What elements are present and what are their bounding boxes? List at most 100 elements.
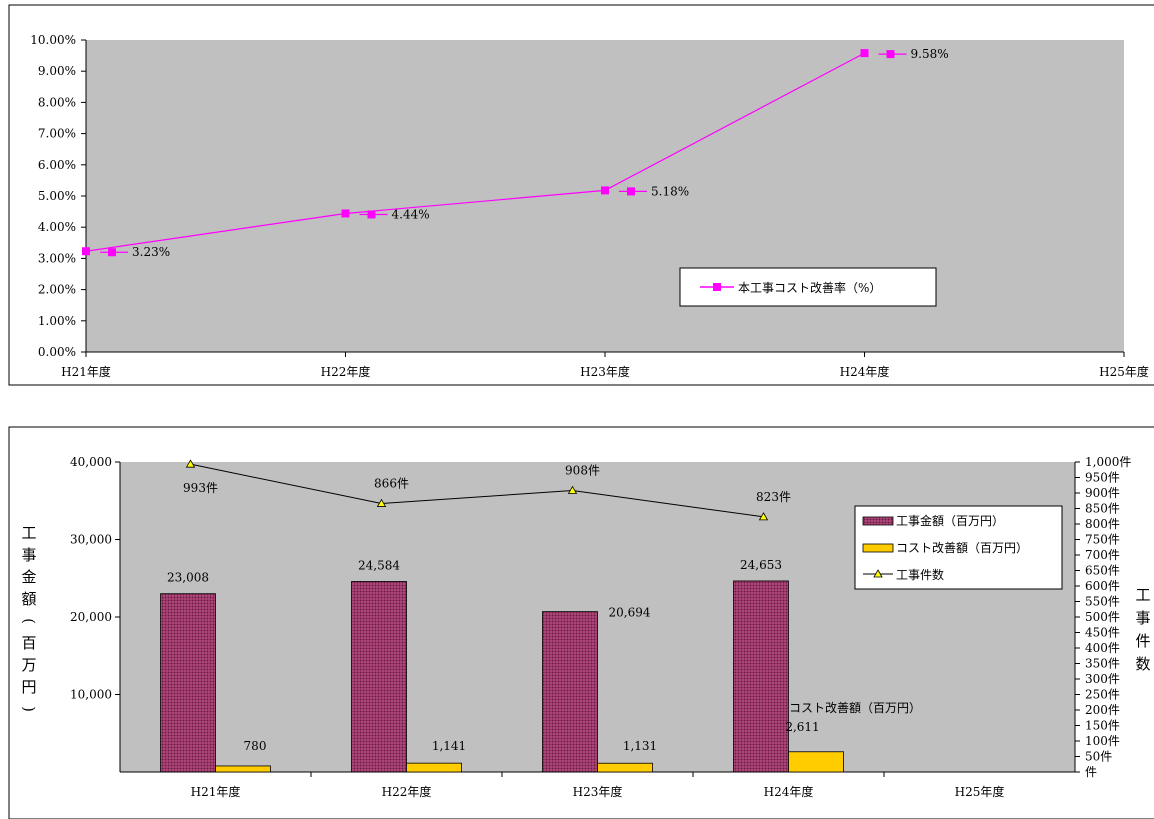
chart-2-bar-construction xyxy=(542,611,598,773)
chart-1-label-marker xyxy=(367,210,376,219)
chart-2-right-tick-label: 700件 xyxy=(1085,548,1120,562)
chart-2-left-tick-label: 10,000 xyxy=(70,688,112,702)
chart-1-y-tick-label: 10.00% xyxy=(30,33,76,47)
chart-2-right-tick-label: 300件 xyxy=(1085,672,1120,686)
chart-1-data-label: 3.23% xyxy=(132,245,170,259)
chart-2-y-title-char: 万 xyxy=(21,656,36,674)
chart-2-y-axis-title-right: 工事件数 xyxy=(1135,586,1150,673)
chart-2-legend-label-count: 工事件数 xyxy=(896,567,944,582)
chart-1-x-tick-label: H25年度 xyxy=(1099,364,1149,379)
chart-2-y-title-right-char: 数 xyxy=(1135,655,1150,673)
chart-2-count-label: 993件 xyxy=(183,481,218,495)
chart-2-bar-improvement xyxy=(597,762,653,773)
chart-1-label-marker xyxy=(627,187,635,196)
chart-2-right-tick-label: 550件 xyxy=(1085,595,1120,609)
chart-1-label-marker xyxy=(886,50,895,59)
chart-1-legend-marker xyxy=(713,283,721,291)
chart-2-right-tick-label: 950件 xyxy=(1085,471,1120,485)
chart-1-plot-area xyxy=(86,40,1124,352)
chart-2-y-title-char: 円 xyxy=(21,678,36,696)
chart-1-y-tick-label: 6.00% xyxy=(38,158,76,172)
chart-2-right-tick-label: 800件 xyxy=(1085,517,1120,531)
chart-2-y-title-char: ) xyxy=(20,706,38,712)
chart-2-y-title-char: 金 xyxy=(21,568,36,586)
chart-2-x-ticks: H21年度 H22年度 H23年度 H24年度 H25年度 xyxy=(191,772,1005,799)
chart-2-y-axis-title: 工事金額 (百万円) xyxy=(20,524,38,712)
chart-1-y-tick-label: 7.00% xyxy=(38,127,76,141)
chart-2-x-tick-label: H24年度 xyxy=(764,784,814,799)
chart-1-legend: 本工事コスト改善率（%） xyxy=(679,267,937,307)
chart-2-annotation: コスト改善額（百万円） xyxy=(789,700,921,715)
chart-1-x-tick-label: H23年度 xyxy=(580,364,630,379)
chart-1-x-tick-label: H21年度 xyxy=(61,364,111,379)
chart-2-right-tick-label: 600件 xyxy=(1085,579,1120,593)
chart-2-count-label: 866件 xyxy=(374,477,409,491)
chart-1-point xyxy=(601,186,609,195)
chart-2-count-point xyxy=(567,485,578,494)
chart-2-y-title-right-char: 件 xyxy=(1135,632,1150,650)
chart-1-y-tick-label: 9.00% xyxy=(38,64,76,78)
chart-1-x-tick-label: H24年度 xyxy=(840,364,890,379)
chart-2-right-tick-label: 100件 xyxy=(1085,734,1120,748)
chart-2-right-tick-label: 件 xyxy=(1085,765,1097,779)
chart-2-left-ticks: 10,000 20,000 30,000 40,000 xyxy=(70,455,120,702)
chart-2-bar-improvement-label: 780 xyxy=(244,739,267,753)
chart-2-bar-improvement xyxy=(215,765,271,773)
chart-1-y-ticks: 0.00% 1.00% 2.00% 3.00% 4.00% 5.00% 6.00% 7.00%… xyxy=(30,33,86,359)
chart-2-x-tick-label: H23年度 xyxy=(573,784,623,799)
chart-2-y-title-char: 額 xyxy=(21,590,36,608)
chart-2-right-tick-label: 650件 xyxy=(1085,564,1120,578)
chart-2-x-tick-label: H25年度 xyxy=(955,784,1005,799)
chart-1-point xyxy=(860,49,869,58)
chart-1-y-tick-label: 5.00% xyxy=(38,189,76,203)
chart-2-right-tick-label: 450件 xyxy=(1085,626,1120,640)
chart-2-count-polyline xyxy=(190,463,764,518)
chart-2-y-title-right-char: 工 xyxy=(1135,586,1150,604)
chart-2-x-tick-label: H21年度 xyxy=(191,784,241,799)
chart-1-label-marker xyxy=(108,248,116,257)
chart-2-bar-construction xyxy=(733,580,789,773)
chart-2-y-title-char: 事 xyxy=(21,546,36,564)
chart-2-right-tick-label: 350件 xyxy=(1085,657,1120,671)
chart-1-point xyxy=(341,209,350,218)
chart-1-y-tick-label: 2.00% xyxy=(38,283,76,297)
chart-2-bar-construction-label: 24,584 xyxy=(358,558,400,572)
chart-2-bar-construction xyxy=(351,581,407,773)
chart-2-count-label: 823件 xyxy=(756,490,791,504)
chart-2-bar-improvement-label: 2,611 xyxy=(785,720,819,734)
chart-2-left-tick-label: 30,000 xyxy=(70,533,112,547)
chart-2-right-tick-label: 400件 xyxy=(1085,641,1120,655)
chart-1-series: 3.23% 4.44% 5.18% 9.58% xyxy=(82,47,949,259)
chart-2-bars: 23,008 24,584 20,694 24,653 780 1,141 1,131 2,6… xyxy=(160,558,844,773)
chart-2-bar-improvement xyxy=(406,762,462,773)
chart-1-point xyxy=(82,247,90,256)
chart-2-bar-construction xyxy=(160,593,216,773)
chart-2-bar-improvement-label: 1,131 xyxy=(623,739,657,753)
chart-2-legend-swatch-construction xyxy=(862,516,894,526)
chart-2-bar-construction-label: 24,653 xyxy=(740,558,782,572)
chart-1-legend-label: 本工事コスト改善率（%） xyxy=(738,280,881,295)
chart-2-legend-swatch-improvement xyxy=(862,543,894,553)
chart-1: 0.00% 1.00% 2.00% 3.00% 4.00% 5.00% 6.00% 7.00%… xyxy=(8,4,1154,386)
chart-2-count-label: 908件 xyxy=(565,464,600,478)
chart-2-right-tick-label: 750件 xyxy=(1085,533,1120,547)
chart-2-y-title-char: ( xyxy=(20,618,38,624)
chart-2-legend-label-improvement: コスト改善額（百万円） xyxy=(896,540,1028,555)
chart-2-right-tick-label: 150件 xyxy=(1085,719,1120,733)
chart-1-data-label: 5.18% xyxy=(651,184,689,198)
chart-2-count-line: 993件 866件 908件 823件 xyxy=(183,459,791,521)
chart-2-legend-label-construction: 工事金額（百万円） xyxy=(896,513,1004,528)
chart-1-y-tick-label: 0.00% xyxy=(38,345,76,359)
chart-2-right-tick-label: 900件 xyxy=(1085,486,1120,500)
chart-2-legend: 工事金額（百万円） コスト改善額（百万円） 工事件数 xyxy=(854,505,1063,590)
chart-2-y-title-right-char: 事 xyxy=(1135,609,1150,627)
chart-2-left-tick-label: 40,000 xyxy=(70,455,112,469)
chart-2-right-tick-label: 1,000件 xyxy=(1085,455,1131,469)
chart-2-bar-construction-label: 23,008 xyxy=(167,571,209,585)
chart-2-right-tick-label: 500件 xyxy=(1085,610,1120,624)
chart-1-x-tick-label: H22年度 xyxy=(321,364,371,379)
chart-2-left-tick-label: 20,000 xyxy=(70,610,112,624)
